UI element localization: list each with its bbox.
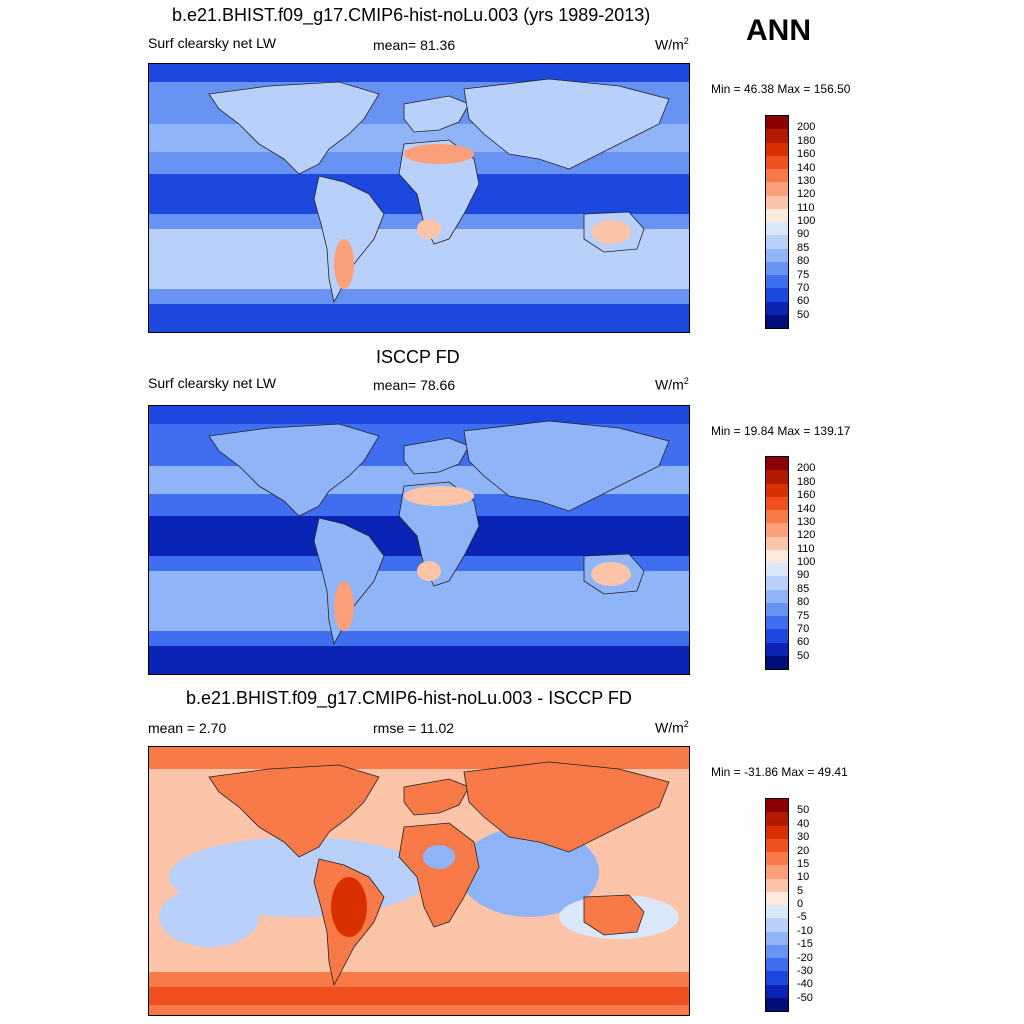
panel2-title: ISCCP FD (376, 347, 460, 367)
colorbar-tick-label: 75 (797, 609, 810, 622)
colorbar-tick-label: 140 (797, 502, 816, 515)
colorbar-tick-label: 50 (797, 804, 810, 817)
colorbar-tick-label: 160 (797, 148, 816, 161)
panel1-map (148, 63, 690, 333)
colorbar-tick-label: 30 (797, 831, 810, 844)
panel1-title: b.e21.BHIST.f09_g17.CMIP6-hist-noLu.003 … (172, 5, 651, 25)
colorbar-tick-label: 100 (797, 556, 816, 568)
colorbar-tick-label: 120 (797, 529, 816, 542)
panel3-colorbar (765, 798, 789, 1012)
colorbar-tick-label: 140 (797, 161, 816, 174)
colorbar-tick-label: 90 (797, 228, 810, 241)
colorbar-tick-label: 160 (797, 489, 816, 502)
colorbar-tick-label: 70 (797, 281, 810, 294)
panel3-min-max: Min = -31.86 Max = 49.41 (711, 765, 848, 779)
panel2-map (148, 405, 690, 675)
colorbar-tick-label: 80 (797, 255, 810, 268)
colorbar-tick-label: 60 (797, 295, 810, 308)
colorbar-tick-label: 40 (797, 817, 810, 830)
panel3-title: b.e21.BHIST.f09_g17.CMIP6-hist-noLu.003 … (186, 688, 632, 708)
panel2-colorbar (765, 456, 789, 670)
colorbar-tick-label: 110 (797, 542, 815, 555)
colorbar-tick-label: 0 (797, 898, 804, 910)
panel2-min-max: Min = 19.84 Max = 139.17 (711, 424, 851, 438)
colorbar-tick-label: 130 (797, 174, 816, 187)
colorbar-tick-label: 20 (797, 844, 810, 857)
panel1-min-max: Min = 46.38 Max = 156.50 (711, 82, 851, 96)
colorbar-tick-label: -50 (797, 991, 813, 1004)
colorbar-tick-label: -40 (797, 978, 813, 991)
panel1-variable-label: Surf clearsky net LW (148, 35, 277, 51)
colorbar-tick-label: 130 (797, 515, 816, 528)
panel2-units-label: W/m2 (655, 376, 689, 393)
panel3-units-label: W/m2 (655, 719, 689, 736)
colorbar-tick-label: -30 (797, 964, 813, 977)
season-label: ANN (746, 14, 811, 47)
colorbar-tick-label: -20 (797, 951, 813, 964)
colorbar-tick-label: 100 (797, 215, 816, 227)
colorbar-tick-label: 90 (797, 569, 810, 582)
panel1-colorbar (765, 115, 789, 329)
colorbar-tick-label: 200 (797, 121, 816, 134)
colorbar-tick-label: -5 (797, 911, 807, 924)
colorbar-tick-label: 85 (797, 582, 810, 595)
colorbar-tick-label: 70 (797, 622, 810, 635)
colorbar-tick-label: -15 (797, 938, 813, 951)
colorbar-tick-label: -10 (797, 924, 813, 937)
colorbar-tick-label: 180 (797, 475, 816, 488)
colorbar-tick-label: 200 (797, 462, 816, 475)
colorbar-tick-label: 85 (797, 241, 810, 254)
colorbar-tick-label: 50 (797, 308, 810, 321)
colorbar-tick-label: 5 (797, 884, 804, 897)
panel1-units-label: W/m2 (655, 36, 689, 53)
panel3-map (148, 746, 690, 1016)
colorbar-tick-label: 110 (797, 201, 815, 214)
colorbar-tick-label: 50 (797, 649, 810, 662)
colorbar-tick-label: 75 (797, 268, 810, 281)
panel3-rmse-label: rmse = 11.02 (373, 720, 455, 736)
panel3-mean-label: mean = 2.70 (148, 720, 227, 736)
colorbar-tick-label: 60 (797, 636, 810, 649)
panel2-variable-label: Surf clearsky net LW (148, 375, 277, 391)
colorbar-tick-label: 15 (797, 857, 810, 870)
colorbar-tick-label: 10 (797, 871, 810, 884)
colorbar-tick-label: 80 (797, 596, 810, 609)
colorbar-tick-label: 120 (797, 188, 816, 201)
panel2-mean-label: mean= 78.66 (373, 377, 456, 393)
panel1-mean-label: mean= 81.36 (373, 37, 456, 53)
colorbar-tick-label: 180 (797, 134, 816, 147)
